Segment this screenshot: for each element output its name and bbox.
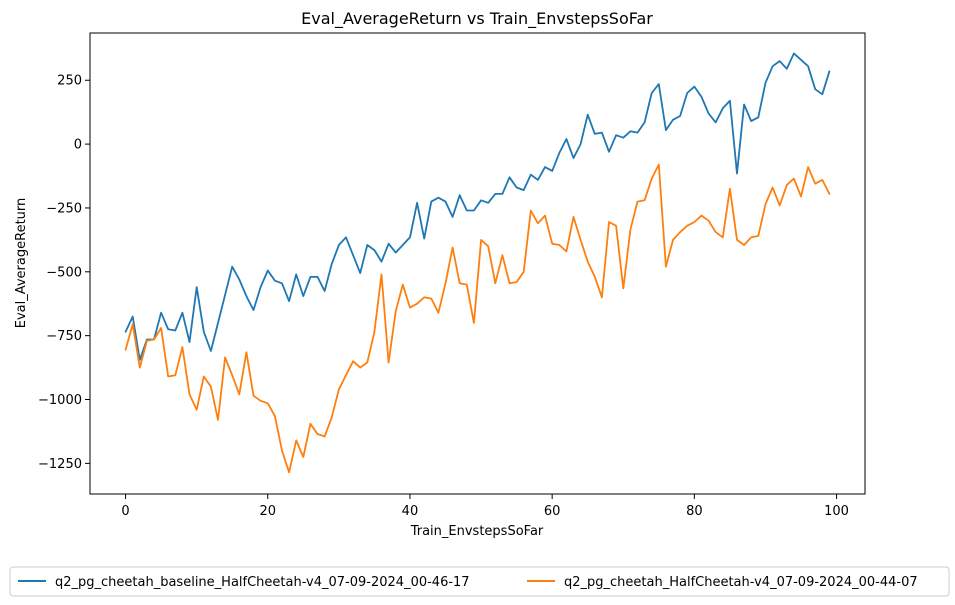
series-line-0	[124, 52, 831, 361]
x-tick-label: 100	[824, 504, 849, 519]
y-tick-label: −750	[46, 329, 82, 344]
x-tick-label: 20	[259, 504, 276, 519]
series-lines	[124, 52, 831, 474]
y-tick-label: 0	[74, 138, 82, 153]
series-line-1	[124, 163, 831, 474]
x-axis-label: Train_EnvstepsSoFar	[410, 524, 544, 539]
legend: q2_pg_cheetah_baseline_HalfCheetah-v4_07…	[9, 566, 950, 597]
x-tick-label: 80	[686, 504, 703, 519]
x-tick-label: 40	[402, 504, 419, 519]
y-tick-label: −500	[46, 265, 82, 280]
legend-label-cheetah: q2_pg_cheetah_HalfCheetah-v4_07-09-2024_…	[564, 575, 918, 590]
legend-label-baseline: q2_pg_cheetah_baseline_HalfCheetah-v4_07…	[55, 575, 470, 590]
x-axis: 0 20 40 60 80 100	[121, 494, 849, 519]
x-tick-label: 60	[544, 504, 561, 519]
plot-area-frame	[89, 32, 866, 495]
y-axis-label: Eval_AverageReturn	[14, 198, 29, 329]
chart-title: Eval_AverageReturn vs Train_EnvstepsSoFa…	[301, 9, 653, 29]
y-tick-label: −250	[46, 201, 82, 216]
y-tick-label: −1250	[38, 457, 82, 472]
y-tick-label: −1000	[38, 393, 82, 408]
y-tick-label: 250	[57, 74, 82, 89]
y-axis: −1250 −1000 −750 −500 −250 0 250	[38, 74, 90, 472]
legend-frame	[9, 566, 950, 597]
x-tick-label: 0	[121, 504, 129, 519]
